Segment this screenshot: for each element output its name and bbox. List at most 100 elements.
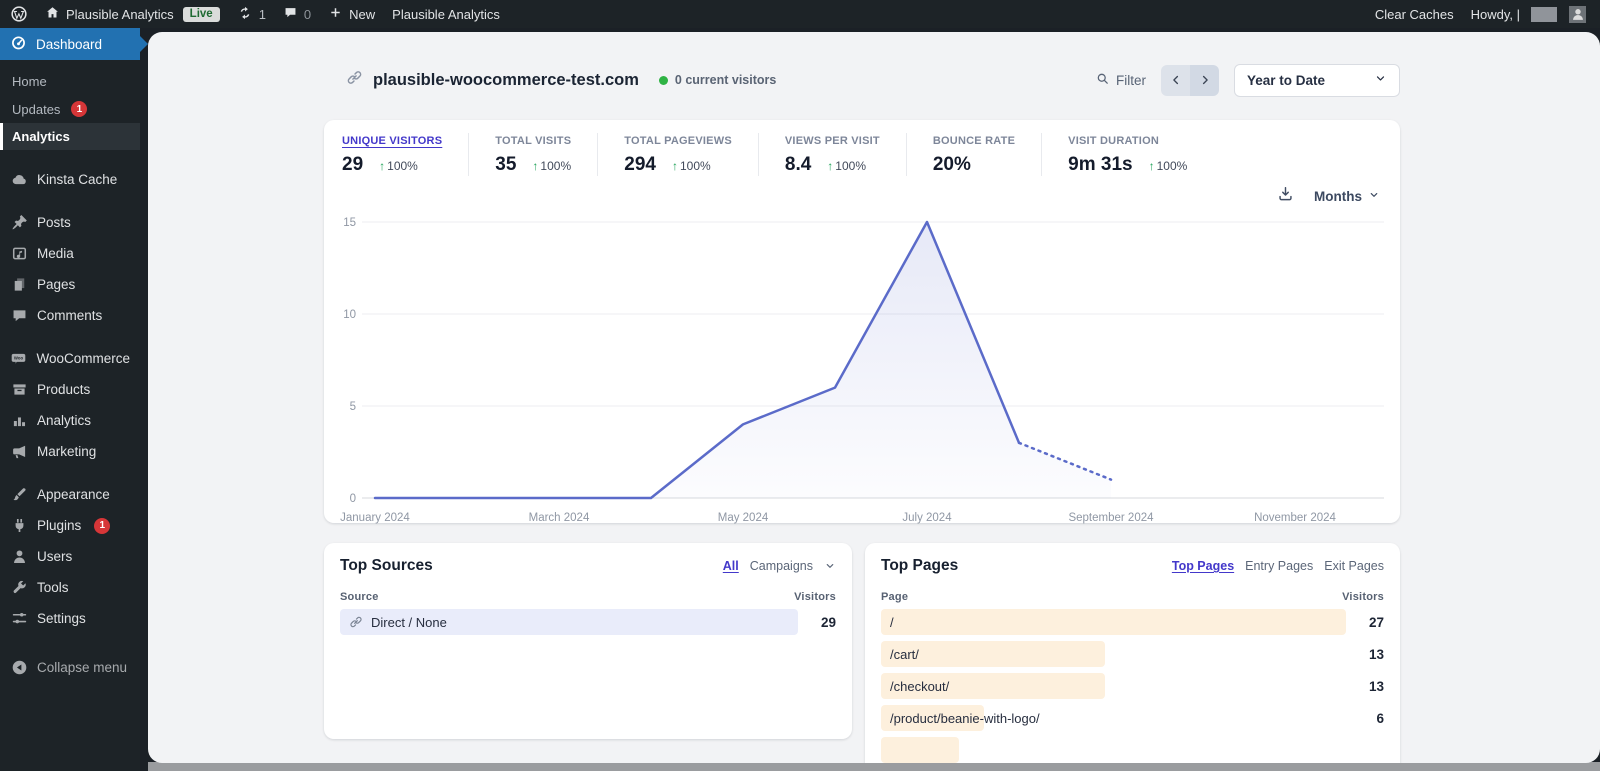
- stat-total-pageviews[interactable]: TOTAL PAGEVIEWS 294 ↑ 100%: [597, 133, 758, 176]
- chevron-down-icon: [824, 560, 836, 572]
- sidebar-subitem-updates[interactable]: Updates 1: [0, 95, 140, 123]
- stat-label: VISIT DURATION: [1068, 135, 1160, 147]
- svg-text:July 2024: July 2024: [902, 512, 952, 524]
- arrow-up-icon: ↑: [532, 159, 539, 173]
- avatar: [1569, 5, 1586, 23]
- comment-bubble-icon: [283, 5, 298, 23]
- link-icon: [349, 615, 363, 629]
- row-label: /checkout/: [890, 678, 950, 694]
- column-header-page: Page: [881, 591, 909, 603]
- next-period-button[interactable]: [1190, 64, 1219, 96]
- chart-controls: Months: [340, 186, 1384, 206]
- arrow-up-icon: ↑: [379, 159, 386, 173]
- tab-entry-pages[interactable]: Entry Pages: [1245, 559, 1314, 573]
- sidebar-item-comments[interactable]: Comments: [0, 300, 140, 331]
- sidebar-item-woocommerce[interactable]: Woo WooCommerce: [0, 343, 140, 374]
- comment-icon: [10, 307, 28, 324]
- stat-value: 29: [342, 154, 364, 175]
- search-icon: [1095, 71, 1110, 89]
- sidebar-item-plugins[interactable]: Plugins 1: [0, 510, 140, 541]
- sidebar-item-label: Products: [37, 382, 91, 397]
- table-row[interactable]: /cart/13: [881, 641, 1384, 667]
- sidebar-item-analytics[interactable]: Analytics: [0, 405, 140, 436]
- collapse-icon: [10, 659, 28, 676]
- stats-row: UNIQUE VISITORS 29 ↑ 100% TOTAL VISITS 35 ↑ 100…: [340, 133, 1384, 176]
- prev-period-button[interactable]: [1161, 64, 1190, 96]
- sidebar-item-posts[interactable]: Posts: [0, 207, 140, 238]
- tab-all[interactable]: All: [722, 559, 739, 573]
- sidebar-item-label: Analytics: [12, 129, 70, 144]
- svg-text:5: 5: [350, 401, 356, 413]
- column-header-visitors: Visitors: [1342, 591, 1384, 603]
- sidebar-item-appearance[interactable]: Appearance: [0, 479, 140, 510]
- sidebar-subitem-home[interactable]: Home: [0, 68, 140, 95]
- download-icon[interactable]: [1277, 185, 1294, 207]
- sidebar-item-marketing[interactable]: Marketing: [0, 436, 140, 467]
- row-bar: [881, 641, 1105, 667]
- row-label: /: [890, 614, 894, 630]
- sidebar-item-tools[interactable]: Tools: [0, 572, 140, 603]
- dashboard-icon: [10, 34, 27, 54]
- date-range-select[interactable]: Year to Date: [1234, 63, 1400, 97]
- arrow-up-icon: ↑: [671, 159, 678, 173]
- tab-exit-pages[interactable]: Exit Pages: [1324, 559, 1384, 573]
- stat-visit-duration[interactable]: VISIT DURATION 9m 31s ↑ 100%: [1041, 133, 1213, 176]
- stat-bounce-rate[interactable]: BOUNCE RATE 20%: [905, 133, 1041, 176]
- brush-icon: [10, 486, 28, 503]
- svg-text:September 2024: September 2024: [1068, 512, 1154, 524]
- updates-menu[interactable]: 1: [237, 5, 266, 24]
- table-row[interactable]: /checkout/13: [881, 673, 1384, 699]
- user-icon: [10, 548, 28, 565]
- top-pages-card: Top Pages Top Pages Entry Pages Exit Pages…: [865, 543, 1400, 763]
- table-row[interactable]: / 27: [881, 609, 1384, 635]
- table-row[interactable]: /product/beanie-with-logo/6: [881, 705, 1384, 731]
- sidebar-item-label: Pages: [37, 277, 76, 292]
- online-dot-icon: [658, 75, 668, 85]
- update-count-badge: 1: [71, 101, 88, 117]
- stat-unique-visitors[interactable]: UNIQUE VISITORS 29 ↑ 100%: [340, 133, 468, 176]
- stat-value: 8.4: [784, 154, 812, 175]
- stat-value: 294: [624, 154, 656, 175]
- sidebar-item-dashboard[interactable]: Dashboard: [0, 28, 140, 60]
- sidebar-item-users[interactable]: Users: [0, 541, 140, 572]
- interval-select[interactable]: Months: [1314, 189, 1380, 204]
- tab-top-pages[interactable]: Top Pages: [1171, 559, 1235, 573]
- clear-caches-button[interactable]: Clear Caches: [1374, 6, 1454, 22]
- plausible-shortcut[interactable]: Plausible Analytics: [392, 6, 500, 22]
- top-pages-title: Top Pages: [881, 557, 959, 574]
- sidebar-item-label: Users: [37, 549, 73, 564]
- sidebar-subitem-analytics[interactable]: Analytics: [0, 123, 140, 150]
- plus-icon: [328, 5, 343, 23]
- comments-menu[interactable]: 0: [283, 5, 311, 23]
- admin-bar-site-menu[interactable]: Plausible Analytics: [45, 5, 174, 23]
- stat-views-per-visit[interactable]: VIEWS PER VISIT 8.4 ↑ 100%: [757, 133, 906, 176]
- stat-label: TOTAL PAGEVIEWS: [624, 135, 732, 147]
- sidebar-item-kinsta-cache[interactable]: Kinsta Cache: [0, 164, 140, 195]
- my-account-menu[interactable]: Howdy, |: [1471, 5, 1586, 23]
- bottom-strip: [148, 762, 1600, 771]
- current-visitors[interactable]: 0 current visitors: [674, 73, 777, 87]
- sidebar-item-pages[interactable]: Pages: [0, 269, 140, 300]
- row-visitors: 13: [1368, 646, 1384, 662]
- sidebar-item-media[interactable]: Media: [0, 238, 140, 269]
- date-range-value: Year to Date: [1247, 72, 1326, 88]
- wordpress-logo-icon[interactable]: [10, 5, 28, 23]
- table-row[interactable]: Direct / None 29: [340, 609, 836, 635]
- svg-text:March 2024: March 2024: [529, 512, 590, 524]
- sidebar-item-label: Dashboard: [36, 36, 103, 52]
- stat-total-visits[interactable]: TOTAL VISITS 35 ↑ 100%: [468, 133, 597, 176]
- stat-value: 20%: [932, 154, 971, 175]
- sidebar-item-settings[interactable]: Settings: [0, 603, 140, 634]
- filter-button[interactable]: Filter: [1095, 71, 1146, 89]
- sliders-icon: [10, 610, 28, 627]
- sidebar-item-products[interactable]: Products: [0, 374, 140, 405]
- pages-icon: [10, 276, 28, 293]
- chevron-down-icon: [1374, 72, 1387, 88]
- tab-campaigns[interactable]: Campaigns: [749, 559, 813, 573]
- wrench-icon: [10, 579, 28, 596]
- stat-change: ↑ 100%: [1148, 159, 1188, 173]
- svg-text:May 2024: May 2024: [718, 512, 769, 524]
- column-header-source: Source: [340, 591, 379, 603]
- sidebar-item-collapse-menu[interactable]: Collapse menu: [0, 652, 140, 683]
- new-content-menu[interactable]: New: [328, 5, 375, 23]
